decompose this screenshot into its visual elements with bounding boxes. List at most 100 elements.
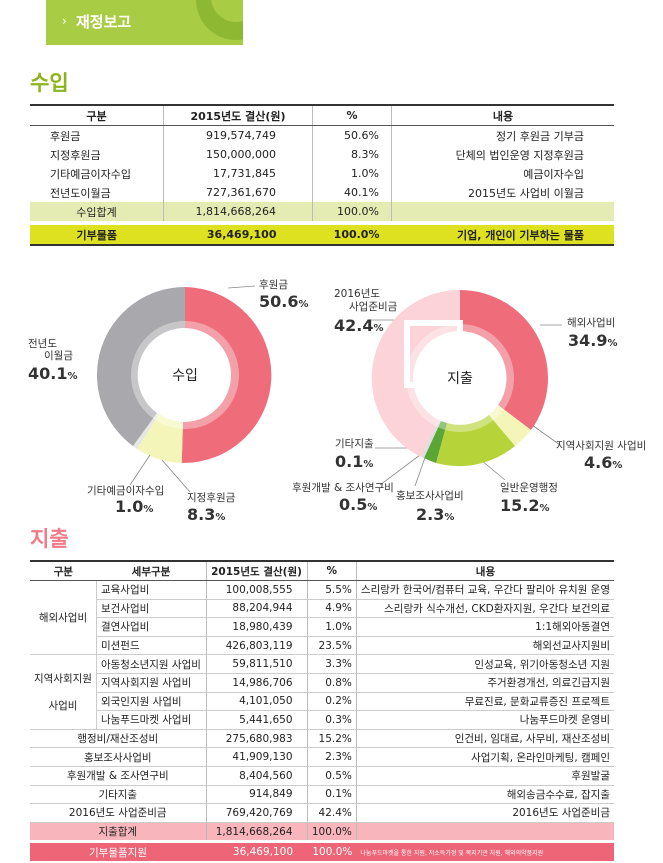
- pct-value: 40.1: [28, 364, 68, 383]
- group-community: 지역사회지원 사업비: [30, 654, 97, 730]
- label-donation: 후원금: [259, 279, 288, 291]
- cell: 수입합계: [30, 202, 164, 223]
- pct-value: 2.3: [416, 505, 445, 524]
- slice-reserve: [371, 289, 460, 457]
- table-row: 지정후원금 150,000,000 8.3% 단체의 법인운영 지정후원금: [30, 145, 614, 164]
- total-row: 수입합계 1,814,668,264 100.0%: [30, 202, 614, 223]
- label-pr: 홍보조사사업비: [396, 490, 464, 502]
- table-row: 홍보조사사업비 41,909,130 2.3% 사업기획, 온라인마케팅, 캠페…: [30, 747, 614, 767]
- pct-value: 1.0: [115, 497, 144, 516]
- pct-unit: %: [298, 299, 309, 310]
- section-banner: › 재정보고: [46, 0, 243, 45]
- cell: 기타지출: [30, 785, 207, 805]
- table-row: 후원개발 & 조사연구비 8,404,560 0.5% 후원발굴: [30, 766, 614, 786]
- table-row: 기타예금이자수입 17,731,845 1.0% 예금이자수입: [30, 164, 614, 183]
- label-community: 지역사회지원 사업비: [556, 440, 647, 452]
- cell: 0.2%: [306, 692, 357, 712]
- table-row: 결연사업비 18,980,439 1.0% 1:1해외아동결연: [30, 617, 614, 637]
- cell: 2016년도 사업준비금: [355, 803, 614, 823]
- cell: 914,849: [205, 785, 308, 805]
- pct-admin: 15.2%: [500, 496, 550, 515]
- cell: 3.3%: [306, 654, 357, 674]
- label-reserve-line2: 사업준비금: [349, 301, 398, 313]
- inner-ring: [131, 321, 239, 429]
- cell: 919,574,749: [163, 125, 313, 145]
- cell: 59,811,510: [205, 654, 308, 674]
- income-title: 수입: [30, 71, 69, 95]
- cell: 전년도이월금: [50, 186, 111, 200]
- label-overseas: 해외사업비: [567, 317, 616, 329]
- cell: [391, 202, 614, 223]
- slice-designated: [137, 414, 183, 463]
- label-interest: 기타예금이자수입: [87, 485, 165, 497]
- cell: 2016년도 사업준비금: [30, 803, 207, 823]
- table-row: 해외사업비 교육사업비 100,008,555 5.5% 스리랑카 한국어/컴퓨…: [30, 580, 614, 656]
- cell: 인성교육, 위기아동청소년 지원: [355, 654, 614, 674]
- col-header: %: [312, 104, 392, 126]
- col-header: 세부구분: [96, 560, 207, 581]
- cell: 1:1해외아동결연: [355, 617, 614, 637]
- pct-unit: %: [539, 503, 550, 514]
- cell: 727,361,670: [163, 183, 313, 202]
- cell: 교육사업비: [96, 580, 207, 600]
- col-header: 내용: [391, 104, 614, 126]
- banner-label: 재정보고: [76, 13, 132, 31]
- cell: 88,204,944: [205, 599, 308, 619]
- cell: 기타예금이자수입: [50, 167, 131, 181]
- pct-unit: %: [612, 460, 623, 471]
- pct-pr: 2.3%: [416, 505, 454, 524]
- pct-value: 0.5: [339, 495, 368, 514]
- cell: 스리랑카 한국어/컴퓨터 교육, 우간다 팔리아 유치원 운영: [355, 580, 614, 600]
- cell: 0.8%: [306, 673, 357, 693]
- cell: 2.3%: [306, 747, 357, 767]
- center-label: 수입: [172, 368, 198, 384]
- col-header: 구분: [30, 560, 97, 581]
- slice-pr: [424, 421, 447, 463]
- chevron-right-icon: ›: [62, 14, 67, 28]
- donation-row: 기부물품지원 36,469,100 100.0% 나눔푸드마켓을 통한 지원, …: [30, 840, 614, 861]
- cell: 나눔푸드마켓 사업비: [96, 710, 207, 730]
- cell: 14,986,706: [205, 673, 308, 693]
- cell: 8.3%: [312, 145, 392, 164]
- table-row: 후원금 919,574,749 50.6% 정기 후원금 기부금: [30, 125, 614, 145]
- cell: 아동청소년지원 사업비: [96, 654, 207, 674]
- pct-overseas: 34.9%: [568, 331, 618, 350]
- cell: 기업, 개인이 기부하는 물품: [391, 221, 614, 246]
- cell: 100.0%: [312, 221, 392, 246]
- table-row: 지역사회지원 사업비 아동청소년지원 사업비 59,811,510 3.3% 인성…: [30, 654, 614, 730]
- pct-value: 50.6: [259, 292, 299, 311]
- pct-unit: %: [363, 459, 374, 470]
- table-row: 미션펀드 426,803,119 23.5% 해외선교사지원비: [30, 636, 614, 656]
- cell: 보건사업비: [96, 599, 207, 619]
- pct-unit: %: [215, 512, 226, 523]
- cell: 100.0%: [307, 840, 357, 861]
- pct-unit: %: [143, 504, 154, 515]
- cell: 해외송금수수료, 잡지출: [355, 785, 614, 805]
- pct-value: 0.1: [335, 452, 364, 471]
- cell: 2015년도 사업비 이월금: [391, 183, 614, 202]
- pct-community: 4.6%: [584, 453, 622, 472]
- donation-row: 기부물품 36,469,100 100.0% 기업, 개인이 기부하는 물품: [30, 221, 614, 246]
- table-row: 지역사회지원 사업비 14,986,706 0.8% 주거환경개선, 의료긴급지…: [30, 673, 614, 693]
- pct-reserve: 42.4%: [334, 316, 384, 335]
- cell: 42.4%: [306, 803, 357, 823]
- table-row: 행정비/재산조성비 275,680,983 15.2% 인건비, 임대료, 사무…: [30, 729, 614, 749]
- cell: 지정후원금: [50, 148, 101, 162]
- table-row: 전년도이월금 727,361,670 40.1% 2015년도 사업비 이월금: [30, 183, 614, 202]
- cell: 결연사업비: [96, 617, 207, 637]
- pct-value: 4.6: [584, 453, 613, 472]
- cell: 275,680,983: [205, 729, 308, 749]
- cell: 1,814,668,264: [205, 822, 308, 842]
- pct-donation: 50.6%: [259, 292, 309, 311]
- cell: 해외선교사지원비: [355, 636, 614, 656]
- group-overseas: 해외사업비: [30, 580, 97, 656]
- cell: 4.9%: [306, 599, 357, 619]
- slice-community: [489, 405, 531, 446]
- cell: 4,101,050: [205, 692, 308, 712]
- pct-designated: 8.3%: [187, 505, 225, 524]
- label-carryover-line2: 이월금: [44, 350, 73, 362]
- cell: 미션펀드: [96, 636, 207, 656]
- table-header: 구분 2015년도 결산(원) % 내용: [30, 104, 614, 126]
- cell: 5,441,650: [205, 710, 308, 730]
- cell: 8,404,560: [205, 766, 308, 786]
